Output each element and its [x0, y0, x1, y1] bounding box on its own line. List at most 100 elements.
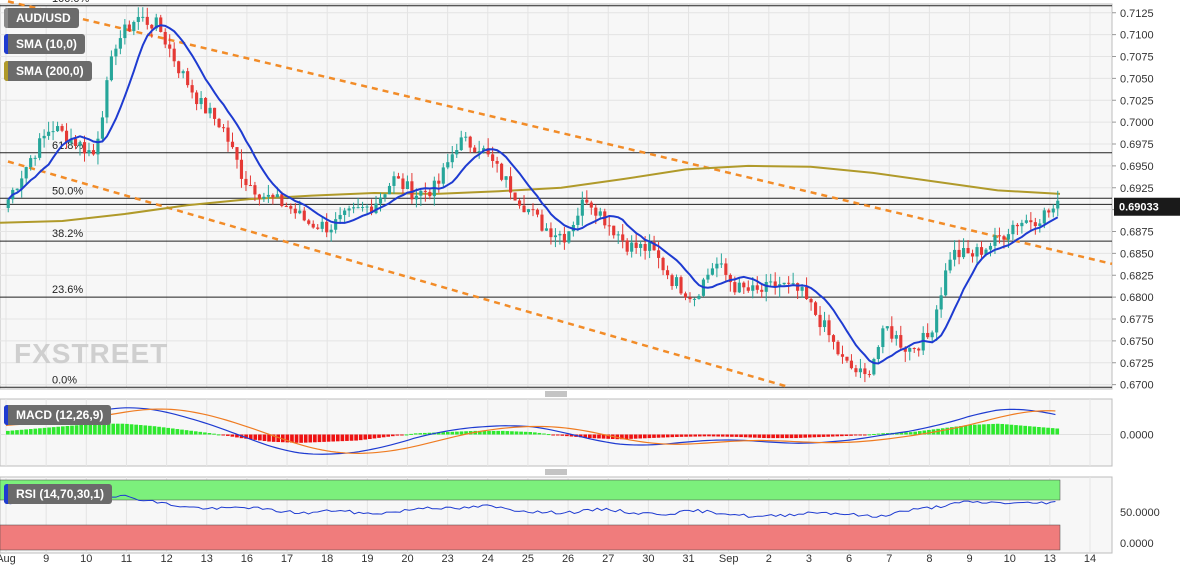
- candle-body: [751, 285, 755, 291]
- x-tick-label: 13: [201, 553, 213, 565]
- candle-body: [782, 282, 786, 285]
- y-tick-label: 0.6975: [1120, 139, 1154, 151]
- sma200-text: SMA (200,0): [16, 64, 84, 78]
- macd-bar: [221, 434, 226, 436]
- macd-bar: [840, 434, 844, 437]
- candle-body: [289, 206, 293, 209]
- candle-body: [966, 248, 970, 254]
- candle-body: [42, 135, 46, 139]
- candle-body: [56, 126, 60, 132]
- macd-bar: [235, 434, 239, 438]
- candle-body: [930, 332, 934, 338]
- candle-body: [822, 320, 827, 328]
- candle-body: [486, 148, 490, 155]
- candle-body: [679, 277, 683, 294]
- candle-body: [266, 194, 270, 197]
- last-price-text: 0.69033: [1119, 202, 1159, 214]
- candle-body: [1011, 224, 1015, 235]
- macd-bar: [766, 434, 771, 439]
- macd-bar: [47, 427, 51, 435]
- candle-body: [230, 141, 235, 148]
- candle-body: [926, 332, 930, 338]
- candle-body: [876, 347, 880, 360]
- candle-body: [141, 16, 145, 18]
- candle-body: [212, 107, 217, 119]
- macd-bar: [358, 434, 363, 441]
- candle-body: [419, 190, 423, 196]
- candle-body: [894, 335, 898, 339]
- candle-body: [854, 368, 858, 373]
- sma10-legend[interactable]: SMA (10,0): [4, 34, 85, 54]
- macd-bar: [578, 434, 583, 438]
- macd-bar: [372, 434, 377, 439]
- macd-bar: [276, 434, 281, 443]
- candle-body: [163, 31, 167, 45]
- macd-bar: [354, 434, 358, 441]
- x-tick-label: 27: [602, 553, 614, 565]
- candle-body: [607, 225, 611, 227]
- candle-body: [697, 295, 701, 299]
- macd-bar: [620, 434, 624, 440]
- macd-bar: [908, 432, 913, 435]
- macd-bar: [876, 433, 881, 435]
- macd-bar: [730, 434, 734, 437]
- candle-body: [338, 214, 342, 220]
- macd-bar: [152, 426, 157, 435]
- macd-bar: [413, 433, 418, 435]
- macd-bar: [459, 431, 464, 435]
- candle-body: [468, 136, 472, 148]
- candle-body: [24, 167, 28, 179]
- macd-bar: [945, 427, 950, 435]
- macd-bar: [977, 424, 982, 435]
- macd-bar: [166, 427, 171, 435]
- candle-body: [1029, 220, 1033, 223]
- macd-bar: [79, 424, 83, 435]
- candle-body: [800, 286, 804, 291]
- macd-bar: [294, 434, 299, 443]
- macd-bar: [624, 434, 629, 440]
- candle-body: [948, 259, 952, 271]
- candle-body: [674, 277, 679, 287]
- x-tick-label: 9: [966, 553, 972, 565]
- candle-body: [755, 285, 759, 290]
- last-price-tag: [1114, 197, 1180, 216]
- symbol-label[interactable]: AUD/USD: [4, 8, 79, 28]
- y-tick-label: 0.6925: [1120, 183, 1154, 195]
- macd-bar: [707, 434, 711, 437]
- x-tick-label: Aug: [0, 553, 16, 565]
- candle-body: [522, 205, 526, 213]
- macd-bar: [972, 424, 977, 435]
- macd-legend[interactable]: MACD (12,26,9): [4, 405, 112, 425]
- rsi-legend[interactable]: RSI (14,70,30,1): [4, 484, 113, 504]
- candle-body: [630, 242, 634, 252]
- macd-bar: [922, 430, 927, 435]
- macd-bar: [285, 434, 290, 443]
- candle-body: [280, 194, 284, 207]
- candle-body: [787, 282, 791, 284]
- macd-bar: [455, 431, 459, 435]
- candle-body: [369, 206, 374, 214]
- macd-bar: [400, 434, 404, 436]
- macd-bar: [326, 434, 331, 442]
- candle-body: [1038, 223, 1042, 227]
- candle-body: [60, 126, 64, 131]
- candle-body: [710, 268, 714, 275]
- candle-body: [495, 160, 499, 164]
- x-tick-label: 20: [401, 553, 413, 565]
- watermark-text: FXSTREET: [14, 338, 169, 369]
- sma200-legend[interactable]: SMA (200,0): [4, 61, 92, 81]
- candle-body: [392, 176, 396, 186]
- macd-bar: [175, 429, 180, 435]
- macd-bar: [743, 434, 748, 438]
- candle-body: [352, 207, 356, 209]
- macd-bar: [450, 431, 455, 435]
- macd-bar: [115, 423, 120, 435]
- candle-body: [482, 148, 486, 152]
- macd-bar: [38, 428, 42, 435]
- candle-body: [1051, 208, 1055, 213]
- candle-body: [473, 147, 477, 153]
- macd-bar: [592, 434, 597, 439]
- x-tick-label: 14: [1084, 553, 1096, 565]
- macd-bar: [638, 434, 643, 439]
- y-tick-label: 0.6950: [1120, 161, 1154, 173]
